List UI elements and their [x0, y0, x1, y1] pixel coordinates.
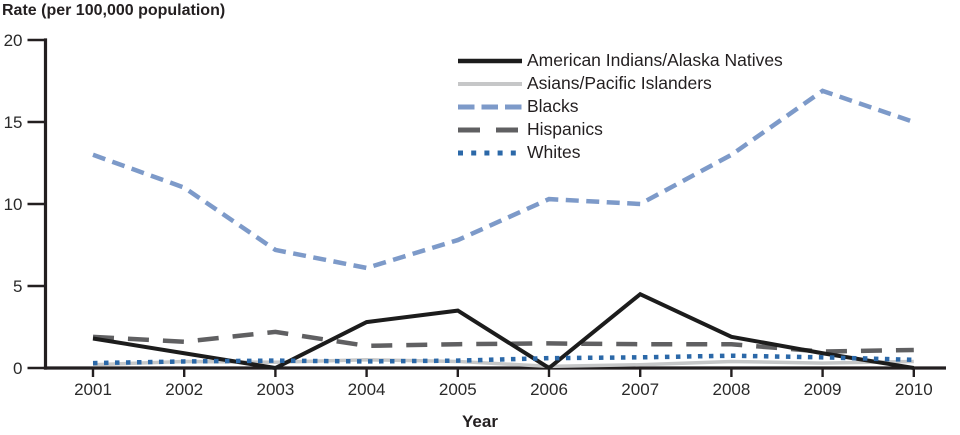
x-axis-title: Year: [462, 412, 498, 431]
legend-label: Asians/Pacific Islanders: [527, 73, 712, 93]
legend-item: Whites: [458, 141, 783, 164]
legend-label: Whites: [527, 142, 581, 162]
x-tick-label: 2002: [165, 380, 203, 399]
x-tick-label: 2007: [621, 380, 659, 399]
y-tick-label: 5: [13, 277, 22, 296]
legend-line-swatch-solid: [458, 58, 522, 63]
x-tick-label: 2004: [348, 380, 386, 399]
legend-label: Blacks: [527, 96, 579, 116]
series-line-hispanics: [92, 329, 914, 354]
series-line-american-indians-alaska-natives: [92, 291, 915, 371]
legend-item: Hispanics: [458, 118, 783, 141]
x-tick-label: 2006: [530, 380, 568, 399]
series-line-whites: [92, 353, 914, 366]
legend-item: Asians/Pacific Islanders: [458, 72, 783, 95]
x-tick-label: 2005: [439, 380, 477, 399]
series-line-blacks: [92, 88, 915, 271]
x-tick-label: 2008: [712, 380, 750, 399]
legend-line-swatch-dotted: [458, 150, 522, 155]
x-tick-label: 2010: [895, 380, 933, 399]
x-tick-label: 2009: [804, 380, 842, 399]
y-tick-label: 20: [4, 31, 23, 50]
legend-line-swatch-longdash: [458, 127, 522, 132]
legend-label: Hispanics: [527, 119, 603, 139]
legend-line-swatch-solid: [458, 81, 522, 86]
legend-label: American Indians/Alaska Natives: [527, 50, 783, 70]
legend-item: American Indians/Alaska Natives: [458, 49, 783, 72]
y-tick-label: 10: [4, 195, 23, 214]
legend-item: Blacks: [458, 95, 783, 118]
chart-legend: American Indians/Alaska Natives Asians/Pa…: [458, 49, 783, 164]
y-tick-label: 15: [4, 113, 23, 132]
y-axis-title: Rate (per 100,000 population): [2, 2, 226, 19]
legend-line-swatch-dashed: [458, 104, 522, 109]
x-tick-label: 2001: [74, 380, 112, 399]
y-tick-label: 0: [13, 359, 22, 378]
x-tick-label: 2003: [256, 380, 294, 399]
